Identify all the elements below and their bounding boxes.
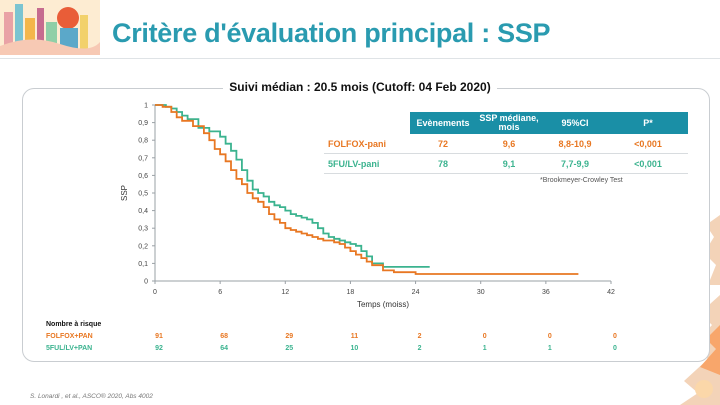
series-line — [155, 104, 579, 275]
x-tick-label: 24 — [412, 289, 420, 296]
stats-row: 5FU/LV-pani 78 9,1 7,7-9,9 <0,001 — [324, 153, 688, 174]
stats-header: SSP médiane, mois — [476, 112, 542, 134]
x-tick-label: 6 — [218, 289, 222, 296]
y-tick-label: 0,3 — [138, 226, 148, 233]
at-risk-row-label: FOLFOX+PAN — [46, 333, 93, 340]
at-risk-value: 2 — [417, 333, 422, 340]
at-risk-value: 91 — [155, 333, 163, 340]
y-tick-label: 0,1 — [138, 261, 148, 268]
side-decoration — [704, 215, 720, 285]
citation: S. Lonardi , et al., ASCO® 2020, Abs 400… — [30, 393, 153, 400]
x-tick-label: 12 — [281, 289, 289, 296]
x-tick-label: 42 — [607, 289, 615, 296]
y-tick-label: 0,5 — [138, 191, 148, 198]
slide-title: Critère d'évaluation principal : SSP — [112, 18, 551, 48]
at-risk-value: 2 — [417, 345, 422, 352]
stats-footnote: *Brookmeyer-Crowley Test — [540, 177, 623, 184]
y-tick-label: 0,6 — [138, 173, 148, 180]
y-tick-label: 0,2 — [138, 243, 148, 250]
at-risk-value: 68 — [220, 333, 229, 340]
at-risk-value: 0 — [482, 333, 487, 340]
at-risk-value: 11 — [350, 333, 359, 340]
series-line — [155, 104, 430, 268]
y-tick-label: 0,7 — [138, 155, 148, 162]
stats-header: Evènements — [410, 112, 476, 134]
chart-axes: 0 6 12 18 24 30 36 42 0 0,1 0,2 0,3 0,4 0,5 0,6 0,7 0,8 0… — [120, 103, 615, 310]
x-tick-label: 18 — [347, 289, 355, 296]
stats-row-label: 5FU/LV-pani — [324, 153, 410, 174]
stats-cell: 8,8-10,9 — [542, 134, 608, 154]
x-tick-label: 36 — [542, 289, 550, 296]
chart-title: Suivi médian : 20.5 mois (Cutoff: 04 Feb… — [0, 80, 720, 94]
y-tick-label: 0,9 — [138, 120, 148, 127]
stats-cell: 9,1 — [476, 153, 542, 174]
chart-title-text: Suivi médian : 20.5 mois (Cutoff: 04 Feb… — [223, 80, 497, 94]
stats-table: Evènements SSP médiane, mois 95%CI P* FO… — [324, 112, 688, 174]
x-axis-label: Temps (moiss) — [357, 300, 409, 309]
at-risk-value: 0 — [613, 345, 617, 352]
at-risk-value: 92 — [155, 345, 163, 352]
title-divider — [0, 58, 720, 59]
at-risk-title: Nombre à risque — [46, 321, 102, 328]
y-axis-label: SSP — [120, 185, 129, 201]
stats-header: 95%CI — [542, 112, 608, 134]
y-tick-label: 0,8 — [138, 138, 148, 145]
stats-cell: 72 — [410, 134, 476, 154]
at-risk-row-label: 5FUL/LV+PAN — [46, 345, 93, 352]
at-risk-value: 0 — [613, 333, 617, 340]
cityscape-illustration — [0, 0, 100, 55]
x-tick-label: 0 — [153, 289, 157, 296]
stats-row: FOLFOX-pani 72 9,6 8,8-10,9 <0,001 — [324, 134, 688, 154]
at-risk-value: 0 — [547, 333, 552, 340]
stats-corner — [324, 112, 410, 134]
at-risk-value: 1 — [482, 345, 487, 352]
at-risk-value: 10 — [350, 345, 359, 352]
at-risk-value: 29 — [285, 333, 294, 340]
at-risk-value: 64 — [220, 345, 229, 352]
y-tick-label: 0 — [144, 279, 148, 286]
y-tick-label: 0,4 — [138, 208, 148, 215]
at-risk-value: 25 — [285, 345, 294, 352]
stats-cell: <0,001 — [608, 134, 688, 154]
stats-row-label: FOLFOX-pani — [324, 134, 410, 154]
stats-header: P* — [608, 112, 688, 134]
chart-curves — [155, 104, 579, 275]
stats-cell: 9,6 — [476, 134, 542, 154]
y-tick-label: 1 — [144, 103, 148, 110]
x-tick-label: 30 — [477, 289, 485, 296]
at-risk-value: 1 — [547, 345, 552, 352]
stats-cell: 78 — [410, 153, 476, 174]
stats-cell: <0,001 — [608, 153, 688, 174]
stats-cell: 7,7-9,9 — [542, 153, 608, 174]
